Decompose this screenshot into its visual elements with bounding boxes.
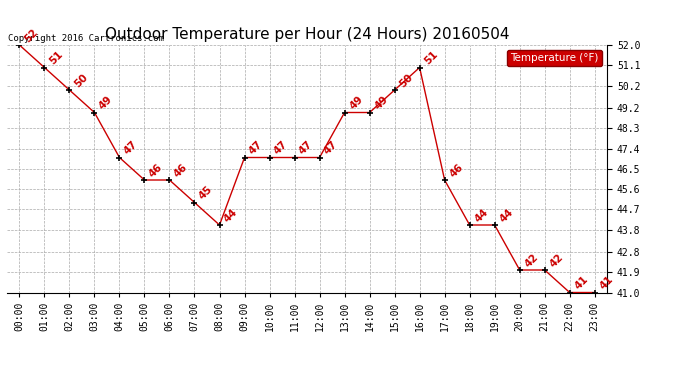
Text: 49: 49 xyxy=(97,94,115,112)
Text: 47: 47 xyxy=(297,139,315,157)
Text: 49: 49 xyxy=(347,94,365,112)
Text: 44: 44 xyxy=(222,207,240,224)
Text: 46: 46 xyxy=(172,162,190,179)
Text: 47: 47 xyxy=(273,139,290,157)
Text: 51: 51 xyxy=(47,50,65,67)
Text: 51: 51 xyxy=(422,50,440,67)
Text: 52: 52 xyxy=(22,27,39,44)
Text: 50: 50 xyxy=(72,72,90,89)
Text: 47: 47 xyxy=(322,139,340,157)
Text: 50: 50 xyxy=(397,72,415,89)
Text: 44: 44 xyxy=(497,207,515,224)
Text: Copyright 2016 Cartronics.com: Copyright 2016 Cartronics.com xyxy=(8,33,164,42)
Text: 44: 44 xyxy=(473,207,490,224)
Text: 47: 47 xyxy=(122,139,140,157)
Text: 46: 46 xyxy=(447,162,465,179)
Text: 46: 46 xyxy=(147,162,165,179)
Text: 47: 47 xyxy=(247,139,265,157)
Title: Outdoor Temperature per Hour (24 Hours) 20160504: Outdoor Temperature per Hour (24 Hours) … xyxy=(105,27,509,42)
Text: 41: 41 xyxy=(573,274,590,292)
Legend: Temperature (°F): Temperature (°F) xyxy=(507,50,602,66)
Text: 42: 42 xyxy=(522,252,540,269)
Text: 45: 45 xyxy=(197,184,215,202)
Text: 49: 49 xyxy=(373,94,390,112)
Text: 42: 42 xyxy=(547,252,565,269)
Text: 41: 41 xyxy=(598,274,615,292)
